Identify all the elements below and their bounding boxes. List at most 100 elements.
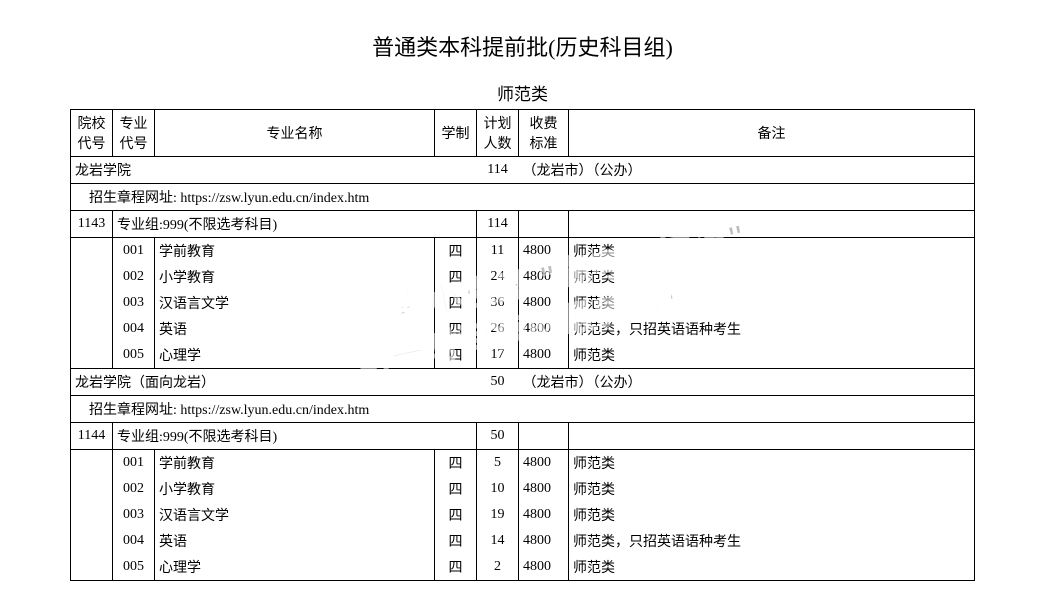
major-fee: 4800: [519, 264, 569, 290]
document-page: 普通类本科提前批(历史科目组) 师范类 院校 代号 专业 代号 专业名称 学制 …: [0, 0, 1045, 601]
major-duration: 四: [435, 342, 477, 369]
page-title: 普通类本科提前批(历史科目组): [70, 30, 975, 62]
col-major-code: 专业 代号: [113, 110, 155, 157]
major-plan: 19: [477, 502, 519, 528]
major-note: 师范类: [569, 290, 975, 316]
major-code: 004: [113, 528, 155, 554]
table-row: 004英语四264800师范类，只招英语语种考生: [71, 316, 975, 342]
table-row: 002小学教育四104800师范类: [71, 476, 975, 502]
group-code: 1143: [71, 211, 113, 238]
school-row: 龙岩学院（面向龙岩） 50 （龙岩市）（公办）: [71, 369, 975, 396]
major-duration: 四: [435, 502, 477, 528]
page-subtitle: 师范类: [70, 80, 975, 105]
table-row: 001学前教育四114800师范类: [71, 238, 975, 265]
major-note: 师范类: [569, 554, 975, 581]
major-duration: 四: [435, 264, 477, 290]
col-school-code: 院校 代号: [71, 110, 113, 157]
major-plan: 36: [477, 290, 519, 316]
major-note: 师范类，只招英语语种考生: [569, 528, 975, 554]
school-url: 招生章程网址: https://zsw.lyun.edu.cn/index.ht…: [71, 396, 975, 423]
table-row: 005心理学四24800师范类: [71, 554, 975, 581]
col-duration: 学制: [435, 110, 477, 157]
major-name: 学前教育: [155, 450, 435, 477]
major-code: 003: [113, 502, 155, 528]
school-url: 招生章程网址: https://zsw.lyun.edu.cn/index.ht…: [71, 184, 975, 211]
major-name: 小学教育: [155, 476, 435, 502]
col-fee: 收费 标准: [519, 110, 569, 157]
major-group-row: 1143 专业组:999(不限选考科目) 114: [71, 211, 975, 238]
table-row: 003汉语言文学四364800师范类: [71, 290, 975, 316]
major-note: 师范类: [569, 238, 975, 265]
major-duration: 四: [435, 528, 477, 554]
major-plan: 24: [477, 264, 519, 290]
major-code: 001: [113, 238, 155, 265]
school-name: 龙岩学院: [71, 157, 477, 184]
table-row: 001学前教育四54800师范类: [71, 450, 975, 477]
major-code: 002: [113, 476, 155, 502]
major-fee: 4800: [519, 502, 569, 528]
major-code: 004: [113, 316, 155, 342]
school-plan-total: 50: [477, 369, 519, 396]
table-row: 003汉语言文学四194800师范类: [71, 502, 975, 528]
table-row: 002小学教育四244800师范类: [71, 264, 975, 290]
major-fee: 4800: [519, 554, 569, 581]
major-plan: 2: [477, 554, 519, 581]
group-desc: 专业组:999(不限选考科目): [113, 423, 477, 450]
major-name: 心理学: [155, 342, 435, 369]
school-url-row: 招生章程网址: https://zsw.lyun.edu.cn/index.ht…: [71, 184, 975, 211]
major-name: 学前教育: [155, 238, 435, 265]
major-note: 师范类: [569, 476, 975, 502]
col-note: 备注: [569, 110, 975, 157]
major-fee: 4800: [519, 316, 569, 342]
table-row: 005心理学四174800师范类: [71, 342, 975, 369]
major-note: 师范类: [569, 264, 975, 290]
group-desc: 专业组:999(不限选考科目): [113, 211, 477, 238]
major-duration: 四: [435, 476, 477, 502]
table-header-row: 院校 代号 专业 代号 专业名称 学制 计划 人数 收费 标准 备注: [71, 110, 975, 157]
major-fee: 4800: [519, 290, 569, 316]
major-plan: 5: [477, 450, 519, 477]
admissions-table: 院校 代号 专业 代号 专业名称 学制 计划 人数 收费 标准 备注 龙岩学院 …: [70, 109, 975, 581]
school-location: （龙岩市）（公办）: [519, 369, 975, 396]
major-name: 英语: [155, 316, 435, 342]
major-plan: 11: [477, 238, 519, 265]
major-duration: 四: [435, 290, 477, 316]
major-code: 005: [113, 554, 155, 581]
major-plan: 26: [477, 316, 519, 342]
major-duration: 四: [435, 450, 477, 477]
major-plan: 14: [477, 528, 519, 554]
major-group-row: 1144 专业组:999(不限选考科目) 50: [71, 423, 975, 450]
major-name: 英语: [155, 528, 435, 554]
major-duration: 四: [435, 554, 477, 581]
major-plan: 17: [477, 342, 519, 369]
major-name: 心理学: [155, 554, 435, 581]
major-fee: 4800: [519, 528, 569, 554]
table-row: 004英语四144800师范类，只招英语语种考生: [71, 528, 975, 554]
group-plan: 50: [477, 423, 519, 450]
major-duration: 四: [435, 316, 477, 342]
major-fee: 4800: [519, 342, 569, 369]
major-fee: 4800: [519, 238, 569, 265]
school-location: （龙岩市）（公办）: [519, 157, 975, 184]
major-fee: 4800: [519, 450, 569, 477]
major-note: 师范类: [569, 450, 975, 477]
col-major-name: 专业名称: [155, 110, 435, 157]
major-note: 师范类: [569, 502, 975, 528]
major-note: 师范类: [569, 342, 975, 369]
group-code: 1144: [71, 423, 113, 450]
major-fee: 4800: [519, 476, 569, 502]
major-name: 汉语言文学: [155, 502, 435, 528]
major-duration: 四: [435, 238, 477, 265]
school-url-row: 招生章程网址: https://zsw.lyun.edu.cn/index.ht…: [71, 396, 975, 423]
major-code: 005: [113, 342, 155, 369]
major-note: 师范类，只招英语语种考生: [569, 316, 975, 342]
major-plan: 10: [477, 476, 519, 502]
major-code: 003: [113, 290, 155, 316]
major-name: 小学教育: [155, 264, 435, 290]
col-plan: 计划 人数: [477, 110, 519, 157]
school-row: 龙岩学院 114 （龙岩市）（公办）: [71, 157, 975, 184]
school-name: 龙岩学院（面向龙岩）: [71, 369, 477, 396]
major-code: 002: [113, 264, 155, 290]
school-plan-total: 114: [477, 157, 519, 184]
group-plan: 114: [477, 211, 519, 238]
